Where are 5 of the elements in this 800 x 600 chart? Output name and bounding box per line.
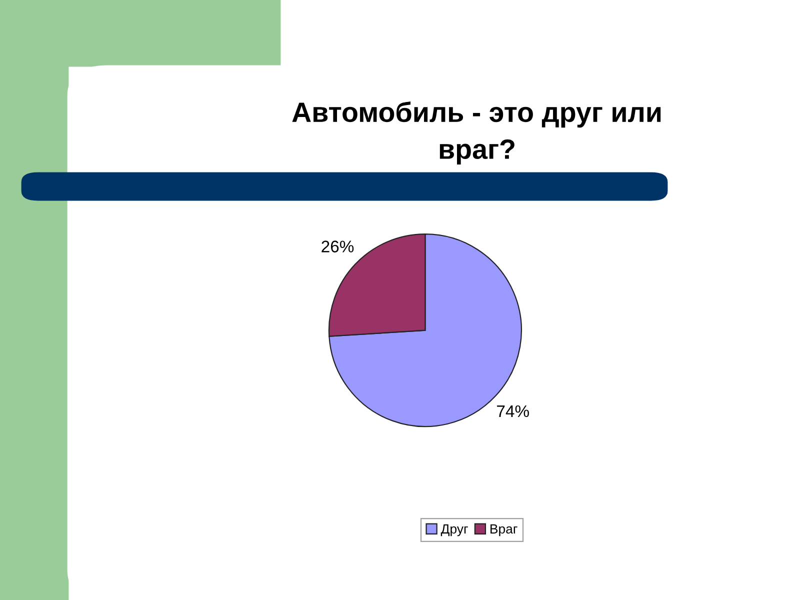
chart-title: Автомобиль - это друг или враг? bbox=[292, 101, 661, 165]
legend-label: Друг bbox=[440, 524, 468, 536]
data-label: 26% bbox=[322, 240, 354, 252]
legend-label: Враг bbox=[490, 524, 518, 536]
data-label: 74% bbox=[497, 405, 529, 418]
